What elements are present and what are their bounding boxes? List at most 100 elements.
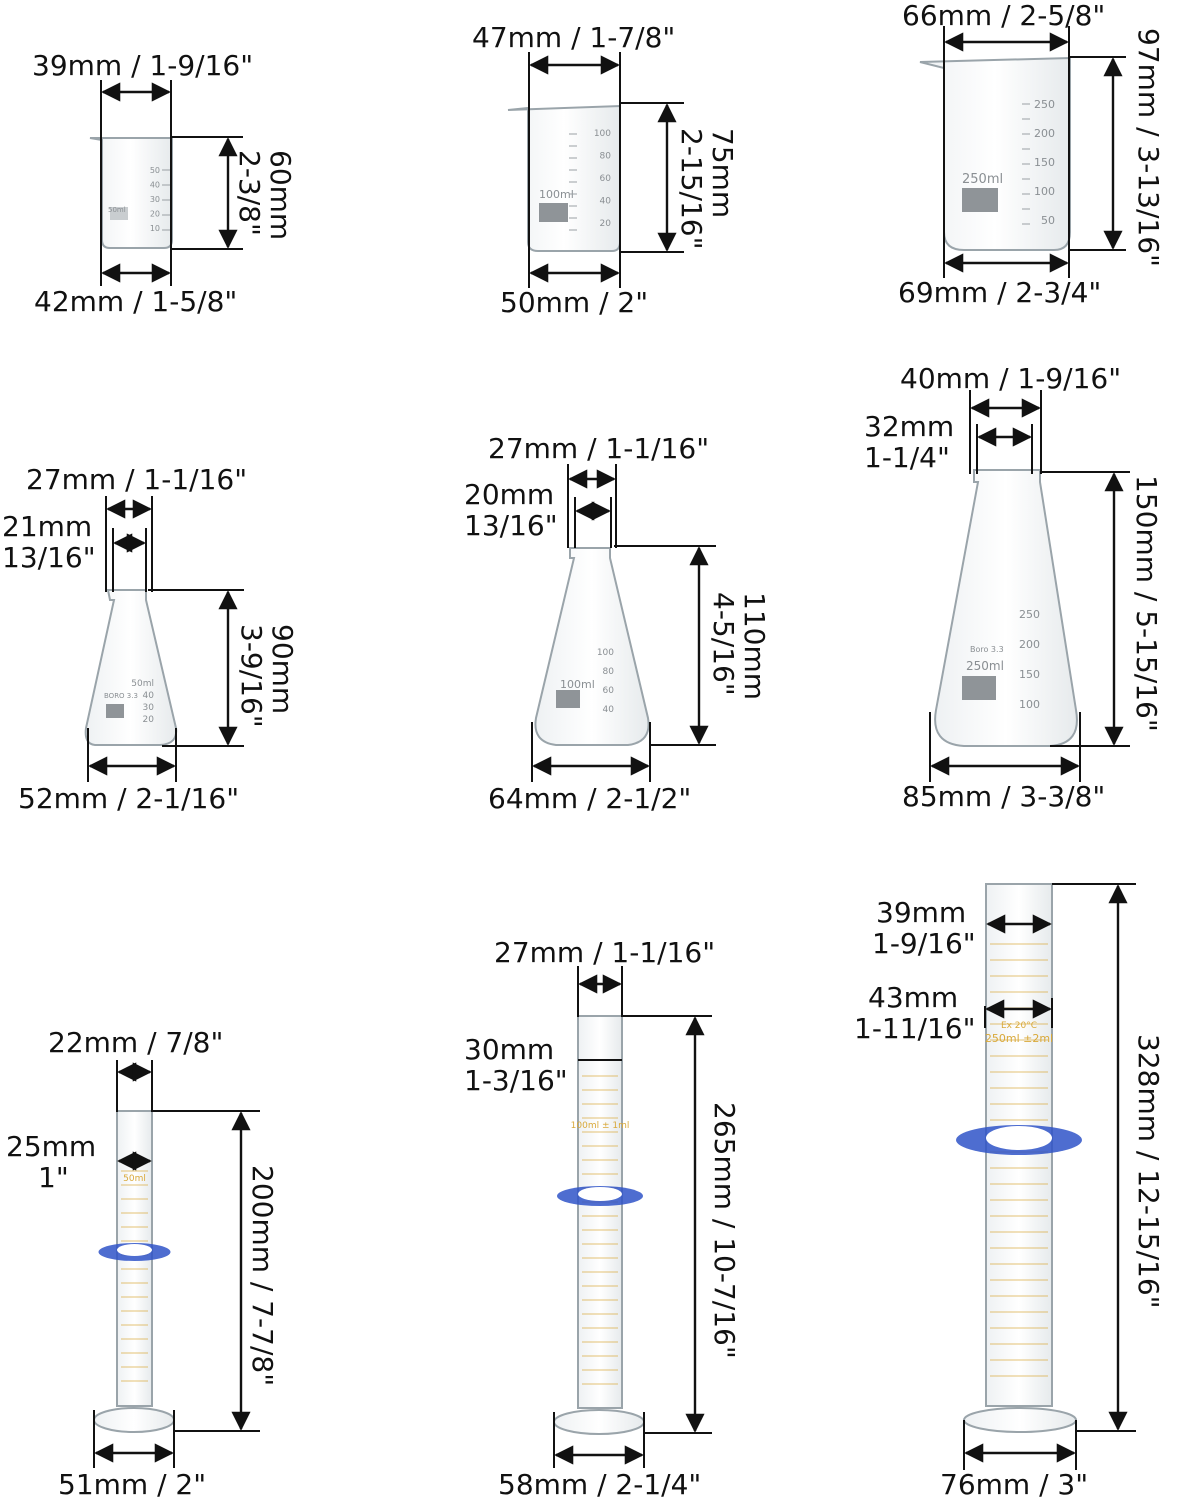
beaker-100-height-in: 2-15/16" bbox=[674, 128, 708, 250]
flask-100-inner-dim: 20mm 13/16" bbox=[464, 479, 558, 542]
flask-250-inner-dim: 32mm 1-1/4" bbox=[864, 411, 954, 474]
beaker-250-mark: 100 bbox=[1034, 185, 1055, 198]
cylinder-250-bottom-dim: 76mm / 3" bbox=[940, 1468, 1089, 1501]
flask-50-bottom-dim: 52mm / 2-1/16" bbox=[18, 782, 240, 815]
flask-250-height-dim: 150mm / 5-15/16" bbox=[1130, 475, 1163, 732]
beaker-100-label: 100ml bbox=[539, 188, 574, 201]
beaker-250-height-text: 97mm / 3-13/16" bbox=[1132, 28, 1165, 267]
cylinder-100-volume-label: 100ml ± 1ml bbox=[571, 1121, 630, 1131]
cylinder-100-top-dim: 27mm / 1-1/16" bbox=[494, 936, 716, 969]
cylinder-250-top-in: 1-9/16" bbox=[872, 927, 976, 961]
beaker-100-mark: 60 bbox=[600, 174, 612, 184]
flask-50-inner-mm: 21mm bbox=[2, 510, 93, 543]
flask-50-mark: 20 bbox=[143, 715, 155, 725]
cylinder-100-guard-ring-hole bbox=[578, 1187, 622, 1201]
cylinder-250-temp-label: Ex 20°C bbox=[1001, 1021, 1037, 1031]
flask-100-mark: 40 bbox=[603, 705, 615, 715]
flask-100-inner-in: 13/16" bbox=[464, 509, 558, 543]
cylinder-250-height-text: 328mm / 12-15/16" bbox=[1132, 1034, 1165, 1309]
flask-100-body bbox=[534, 547, 650, 746]
beaker-50-top-dim: 39mm / 1-9/16" bbox=[32, 49, 254, 82]
cylinder-100-inner-mm: 30mm bbox=[464, 1033, 555, 1066]
beaker-250-mark: 50 bbox=[1041, 214, 1055, 227]
flask-250-inner-mm: 32mm bbox=[864, 410, 955, 443]
beaker-100-height-mm: 75mm bbox=[706, 128, 739, 219]
flask-50-height-dim: 90mm 3-9/16" bbox=[234, 624, 299, 728]
cylinder-250-inner-dim: 43mm 1-11/16" bbox=[854, 982, 976, 1045]
beaker-50-mark: 50 bbox=[150, 166, 160, 175]
beaker-100-top-dim: 47mm / 1-7/8" bbox=[472, 21, 676, 54]
beaker-50-height-mm: 60mm bbox=[264, 150, 297, 241]
flask-100-mark: 100 bbox=[597, 648, 614, 658]
flask-100-bottom-dim: 64mm / 2-1/2" bbox=[488, 782, 692, 815]
beaker-50-mark: 10 bbox=[150, 224, 160, 233]
cylinder-100-height-text: 265mm / 10-7/16" bbox=[708, 1102, 741, 1359]
beaker-100-mark: 20 bbox=[600, 219, 612, 229]
beaker-50-height-in: 2-3/8" bbox=[232, 150, 266, 236]
flask-50-height-mm: 90mm bbox=[266, 624, 299, 715]
beaker-50-mark: 40 bbox=[150, 181, 160, 190]
beaker-50-bottom-dim: 42mm / 1-5/8" bbox=[34, 285, 238, 318]
flask-50-outer-dim: 27mm / 1-1/16" bbox=[26, 463, 248, 496]
beaker-250-mark: 200 bbox=[1034, 127, 1055, 140]
beaker-50-label-patch bbox=[110, 207, 128, 220]
cylinder-250-top-dim: 39mm 1-9/16" bbox=[872, 897, 976, 960]
beaker-100-label-patch bbox=[539, 203, 568, 222]
cylinder-250-inner-mm: 43mm bbox=[868, 981, 959, 1014]
cylinder-50-bottom-dim: 51mm / 2" bbox=[58, 1468, 207, 1501]
flask-100-height-in: 4-5/16" bbox=[706, 592, 740, 696]
cylinder-50-top-dim: 22mm / 7/8" bbox=[48, 1026, 224, 1059]
beaker-50-label: 50ml bbox=[108, 206, 126, 214]
beaker-100-mark: 40 bbox=[600, 197, 612, 207]
cylinder-50-height-text: 200mm / 7-7/8" bbox=[246, 1165, 279, 1387]
flask-100-mark: 60 bbox=[603, 686, 615, 696]
beaker-50-mark: 20 bbox=[150, 210, 160, 219]
cylinder-100-bottom-dim: 58mm / 2-1/4" bbox=[498, 1468, 702, 1501]
flask-50-height-in: 3-9/16" bbox=[234, 624, 268, 728]
beaker-250-mark: 250 bbox=[1034, 98, 1055, 111]
cylinder-250-guard-ring-hole bbox=[986, 1126, 1052, 1150]
flask-100-outer-dim: 27mm / 1-1/16" bbox=[488, 432, 710, 465]
flask-100-inner-mm: 20mm bbox=[464, 478, 555, 511]
cylinder-50-height-dim: 200mm / 7-7/8" bbox=[246, 1165, 279, 1387]
beaker-250-label-patch bbox=[962, 188, 998, 212]
cylinder-50-guard-ring-hole bbox=[117, 1244, 152, 1256]
flask-50-mark: 50ml bbox=[131, 679, 154, 689]
flask-250-mark: 200 bbox=[1019, 638, 1040, 651]
beaker-100-mark: 80 bbox=[600, 152, 612, 162]
flask-250-inner-in: 1-1/4" bbox=[864, 441, 950, 475]
flask-50-mark: 40 bbox=[143, 691, 155, 701]
flask-50-inner-in: 13/16" bbox=[2, 541, 96, 575]
beaker-50-height-dim: 60mm 2-3/8" bbox=[232, 150, 297, 241]
beaker-100-height-dim: 75mm 2-15/16" bbox=[674, 128, 739, 250]
flask-250-label: 250ml bbox=[966, 659, 1004, 673]
beaker-250-bottom-dim: 69mm / 2-3/4" bbox=[898, 276, 1102, 309]
flask-250-outer-dim: 40mm / 1-9/16" bbox=[900, 362, 1122, 395]
flask-50-mark: 30 bbox=[143, 703, 155, 713]
flask-50-label-patch bbox=[106, 704, 124, 718]
flask-100-label-patch bbox=[556, 690, 580, 708]
cylinder-250-base bbox=[963, 1407, 1077, 1433]
beaker-250-height-dim: 97mm / 3-13/16" bbox=[1132, 28, 1165, 267]
beaker-250-mark: 150 bbox=[1034, 156, 1055, 169]
flask-250-label-patch bbox=[962, 676, 996, 700]
cylinder-250-inner-in: 1-11/16" bbox=[854, 1012, 976, 1046]
beaker-250-top-dim: 66mm / 2-5/8" bbox=[902, 0, 1106, 32]
flask-250-brand: Boro 3.3 bbox=[970, 645, 1004, 654]
beaker-100-mark: 100 bbox=[594, 129, 611, 139]
cylinder-100-tube bbox=[577, 1015, 623, 1409]
flask-100-height-dim: 110mm 4-5/16" bbox=[706, 592, 771, 700]
flask-100-label: 100ml bbox=[560, 678, 595, 691]
flask-100-height-mm: 110mm bbox=[738, 592, 771, 700]
cylinder-250-volume-label: 250ml ±2ml bbox=[985, 1032, 1053, 1045]
cylinder-100-height-dim: 265mm / 10-7/16" bbox=[708, 1102, 741, 1359]
cylinder-50-volume-label: 50ml bbox=[123, 1174, 146, 1184]
flask-50-body bbox=[84, 589, 178, 746]
beaker-100-bottom-dim: 50mm / 2" bbox=[500, 286, 649, 319]
cylinder-100-base bbox=[553, 1409, 645, 1435]
flask-250-body bbox=[934, 469, 1078, 747]
beaker-50-mark: 30 bbox=[150, 195, 160, 204]
cylinder-50-inner-in: 1" bbox=[38, 1161, 69, 1195]
flask-250-bottom-dim: 85mm / 3-3/8" bbox=[902, 780, 1106, 813]
